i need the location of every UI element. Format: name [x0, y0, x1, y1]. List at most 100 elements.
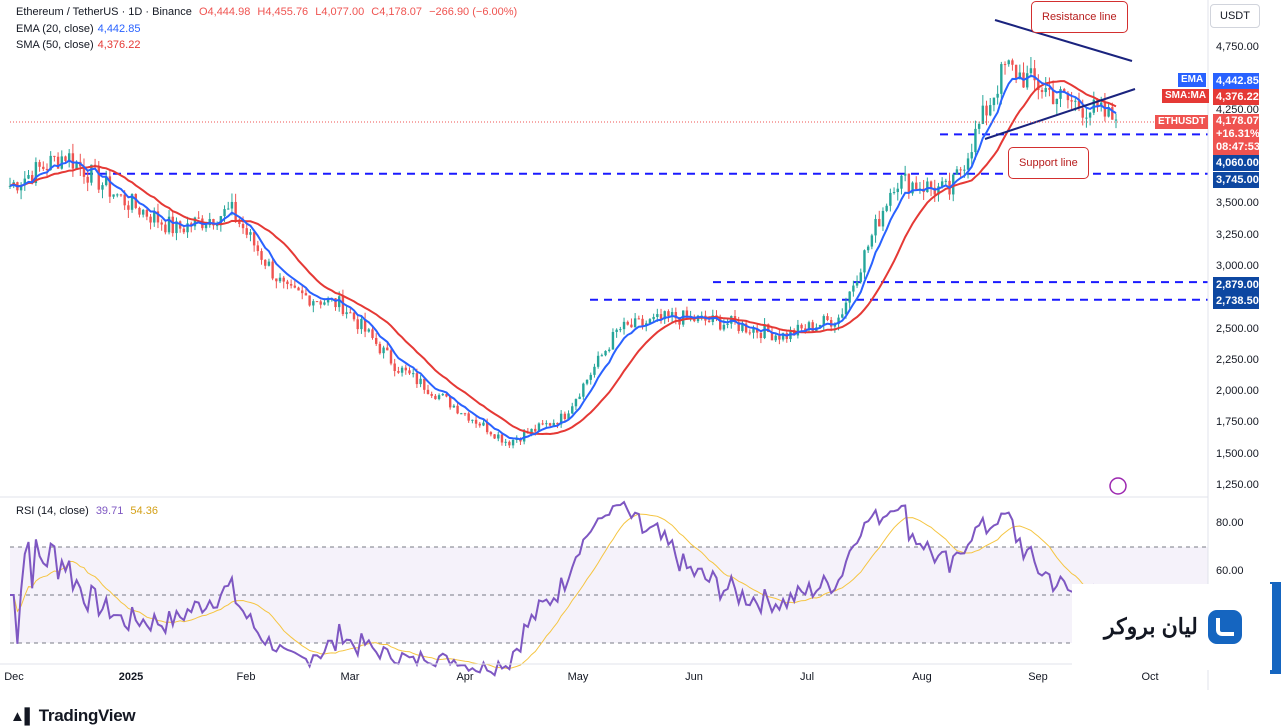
candle — [1044, 77, 1047, 97]
candle — [571, 402, 574, 415]
time-tick-2: Feb — [236, 671, 256, 683]
resistance-annotation[interactable]: Resistance line — [1031, 1, 1128, 33]
candle — [45, 163, 49, 177]
candle — [482, 419, 485, 427]
sma-tag: SMA:MA — [1162, 89, 1210, 103]
candle — [423, 378, 426, 394]
candle — [378, 341, 382, 355]
candle — [53, 155, 56, 162]
resistance-trendline — [994, 19, 1133, 62]
candle — [16, 181, 19, 194]
candle — [855, 275, 859, 289]
candle — [389, 348, 393, 366]
candle — [1051, 80, 1055, 105]
candle — [652, 313, 655, 322]
candle — [312, 299, 315, 313]
candle — [1107, 103, 1110, 118]
candle — [460, 412, 463, 415]
support-annotation[interactable]: Support line — [1008, 147, 1089, 179]
candle — [456, 402, 459, 415]
candle — [367, 327, 371, 333]
candle — [138, 206, 141, 218]
tradingview-logo[interactable]: ▲▌ TradingView — [10, 706, 136, 725]
candle — [38, 159, 41, 172]
candle — [249, 229, 252, 242]
candle — [419, 375, 422, 388]
price-tick-4: 3,000.00 — [1216, 260, 1259, 272]
candle — [90, 164, 93, 186]
candle — [748, 329, 752, 336]
candle — [134, 193, 137, 210]
candle — [275, 278, 278, 289]
sma-legend[interactable]: SMA (50, close) 4,376.22 — [16, 39, 141, 51]
candle — [511, 437, 515, 449]
candle — [297, 286, 300, 291]
candle — [434, 393, 437, 400]
candle — [508, 440, 511, 448]
candle — [445, 393, 448, 398]
candle — [755, 323, 759, 339]
ema-legend[interactable]: EMA (20, close) 4,442.85 — [16, 23, 141, 35]
candle — [186, 216, 189, 238]
rsi-legend[interactable]: RSI (14, close) 39.71 54.36 — [16, 505, 158, 517]
candle — [545, 420, 548, 429]
candle — [363, 312, 367, 338]
rsi-axis-60: 60.00 — [1216, 565, 1244, 577]
candle — [619, 326, 622, 333]
candle — [304, 288, 308, 296]
candle — [974, 120, 977, 160]
candle — [293, 279, 297, 289]
candle — [153, 207, 156, 227]
candle — [770, 327, 774, 341]
candle — [593, 363, 596, 378]
candle — [726, 319, 729, 329]
candle — [178, 220, 182, 233]
candle — [278, 273, 282, 284]
candles — [8, 57, 1118, 449]
candle — [1040, 87, 1044, 99]
candle — [608, 347, 611, 353]
candle — [911, 181, 914, 196]
candle — [918, 181, 922, 194]
price-tick-5: 2,500.00 — [1216, 322, 1259, 335]
candle — [23, 171, 26, 191]
candle — [301, 285, 304, 300]
broker-side-bar — [1270, 582, 1281, 674]
candle — [497, 431, 500, 442]
level-3745-label: 3,745.00 — [1213, 172, 1259, 188]
candle — [977, 121, 981, 135]
price-tick-10: 1,250.00 — [1216, 479, 1259, 491]
candle — [841, 308, 844, 319]
candle — [744, 320, 748, 334]
candle — [859, 268, 862, 284]
candle — [345, 306, 348, 319]
candle — [915, 176, 918, 191]
ema-price-label: 4,442.85 — [1213, 73, 1259, 89]
candle — [504, 438, 507, 447]
candle — [360, 315, 363, 334]
candle — [260, 248, 263, 265]
last-price-label: 4,178.07 +16.31% 08:47:53 — [1213, 114, 1260, 156]
candle — [778, 329, 781, 345]
candle — [271, 257, 274, 281]
candle — [86, 171, 89, 192]
candle — [574, 398, 578, 411]
candle — [615, 328, 618, 338]
candle — [541, 419, 544, 426]
time-tick-8: Aug — [912, 671, 932, 683]
price-tick-9: 1,500.00 — [1216, 447, 1259, 460]
currency-button[interactable]: USDT — [1210, 4, 1260, 28]
candle — [197, 211, 200, 220]
candle — [633, 313, 637, 328]
candle — [82, 158, 86, 184]
candle — [101, 182, 104, 199]
candle — [1014, 64, 1018, 84]
candle — [71, 143, 75, 177]
candle — [696, 314, 700, 324]
ema-tag: EMA — [1178, 73, 1207, 87]
candle — [1022, 62, 1025, 88]
candle — [397, 366, 400, 374]
time-tick-0: Dec — [4, 671, 24, 683]
candle — [992, 97, 996, 112]
